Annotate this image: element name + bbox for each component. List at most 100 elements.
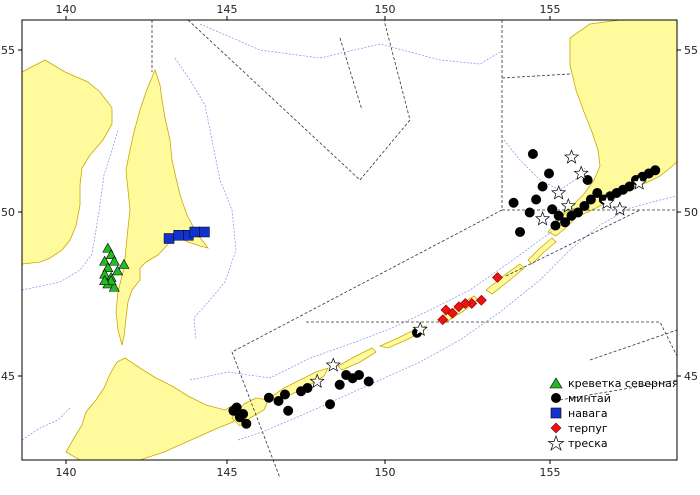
zone-border-5 [501,73,571,79]
pollock-marker [263,392,274,403]
legend-item-pollock: минтай [551,392,611,405]
shrimp-marker [118,258,130,269]
isobath-layer [21,23,678,441]
pollock-marker [241,418,252,429]
isobath-hokkaido-south [21,407,71,441]
isobath-kuril-ocean [237,195,678,441]
pollock-marker [585,194,596,205]
lon-label-top-140: 140 [56,3,77,16]
isobath-kuril-sea [189,225,561,381]
legend-item-cod: треска [547,434,608,451]
greenling-marker [475,294,487,306]
kuril-island-northern-chain [485,263,525,295]
cod-marker [563,149,580,164]
pollock-marker [544,168,554,179]
pollock-marker [527,149,538,159]
cod-marker [631,175,647,190]
cod-marker [599,194,615,210]
isobath-kamchatka-west [503,139,586,191]
greenling-marker [440,304,452,316]
mainland-russia [21,59,113,265]
shrimp-marker [102,242,114,253]
shrimp-marker [99,255,111,266]
lat-label-left-50: 50 [1,206,15,219]
zone-border-6 [231,209,503,479]
legend-label-shrimp: креветка северная [568,377,679,390]
lat-label-right-55: 55 [684,44,698,57]
greenling-marker [437,314,449,326]
cod-marker [551,185,567,200]
pollock-marker [354,370,365,380]
cod-marker [534,211,551,226]
shrimp-marker [105,249,117,260]
lon-label-bottom-145: 145 [217,466,238,479]
lat-ticks [18,49,681,377]
zone-border-2 [187,19,411,181]
sakhalin-island [115,68,209,346]
navaga-marker [173,230,184,241]
pollock-marker [572,207,583,218]
shrimp-marker [112,265,124,276]
land-layer [21,19,678,461]
cod-marker [573,165,589,180]
shrimp-marker [108,255,120,266]
pollock-marker [537,181,548,192]
shrimp-marker [102,262,114,273]
legend-item-navaga: навага [550,407,608,420]
pollock-marker [531,194,542,205]
diamond-marker-icon [550,422,562,434]
legend-item-greenling: терпуг [550,422,608,435]
star-marker-icon [547,434,565,451]
pollock-marker [560,217,571,228]
cod-marker [309,373,325,389]
map-frame [21,19,678,461]
lat-label-right-50: 50 [684,206,698,219]
isobath-okhotsk-west [174,57,237,341]
lon-label-bottom-150: 150 [375,466,396,479]
pollock-marker [231,402,242,413]
triangle-marker-icon [549,377,563,389]
isobath-tatar-strait [21,129,119,291]
navaga-marker [163,233,175,244]
square-marker-icon [550,407,562,419]
zone-border-9 [589,329,678,361]
zone-border-3 [339,37,363,111]
pollock-marker [515,227,526,237]
observation-markers [99,149,661,429]
legend-item-shrimp: креветка северная [549,377,679,390]
navaga-marker [199,226,210,238]
cod-marker [612,201,628,216]
circle-marker-icon [551,393,561,403]
shrimp-marker [99,275,111,286]
lat-label-left-45: 45 [1,370,15,383]
zone-border-layer [151,19,678,479]
lon-label-top-155: 155 [540,3,561,16]
cod-marker [412,321,428,336]
pollock-marker [650,165,661,176]
shrimp-marker [108,281,120,292]
kuril-island-onekotan [527,237,557,265]
lon-label-top-145: 145 [217,3,238,16]
legend: креветка северная минтай навага терпуг т… [547,377,679,451]
legend-label-greenling: терпуг [568,422,608,435]
navaga-marker [189,226,201,238]
pollock-marker [279,389,290,400]
kuril-island-urup [337,347,377,371]
lon-label-bottom-140: 140 [56,466,77,479]
lat-label-left-55: 55 [1,44,15,57]
pollock-marker [508,197,519,208]
lon-label-top-150: 150 [375,3,396,16]
pollock-marker [363,376,374,387]
legend-label-cod: треска [568,437,608,450]
lat-label-right-45: 45 [684,370,698,383]
pollock-marker [579,201,590,211]
lon-ticks [65,16,551,464]
pollock-marker [325,399,336,410]
pollock-marker [238,409,249,419]
pollock-marker [334,379,345,390]
pollock-marker [283,405,294,416]
pollock-marker [624,181,635,192]
greenling-marker [492,272,503,283]
zone-border-7 [306,321,678,357]
